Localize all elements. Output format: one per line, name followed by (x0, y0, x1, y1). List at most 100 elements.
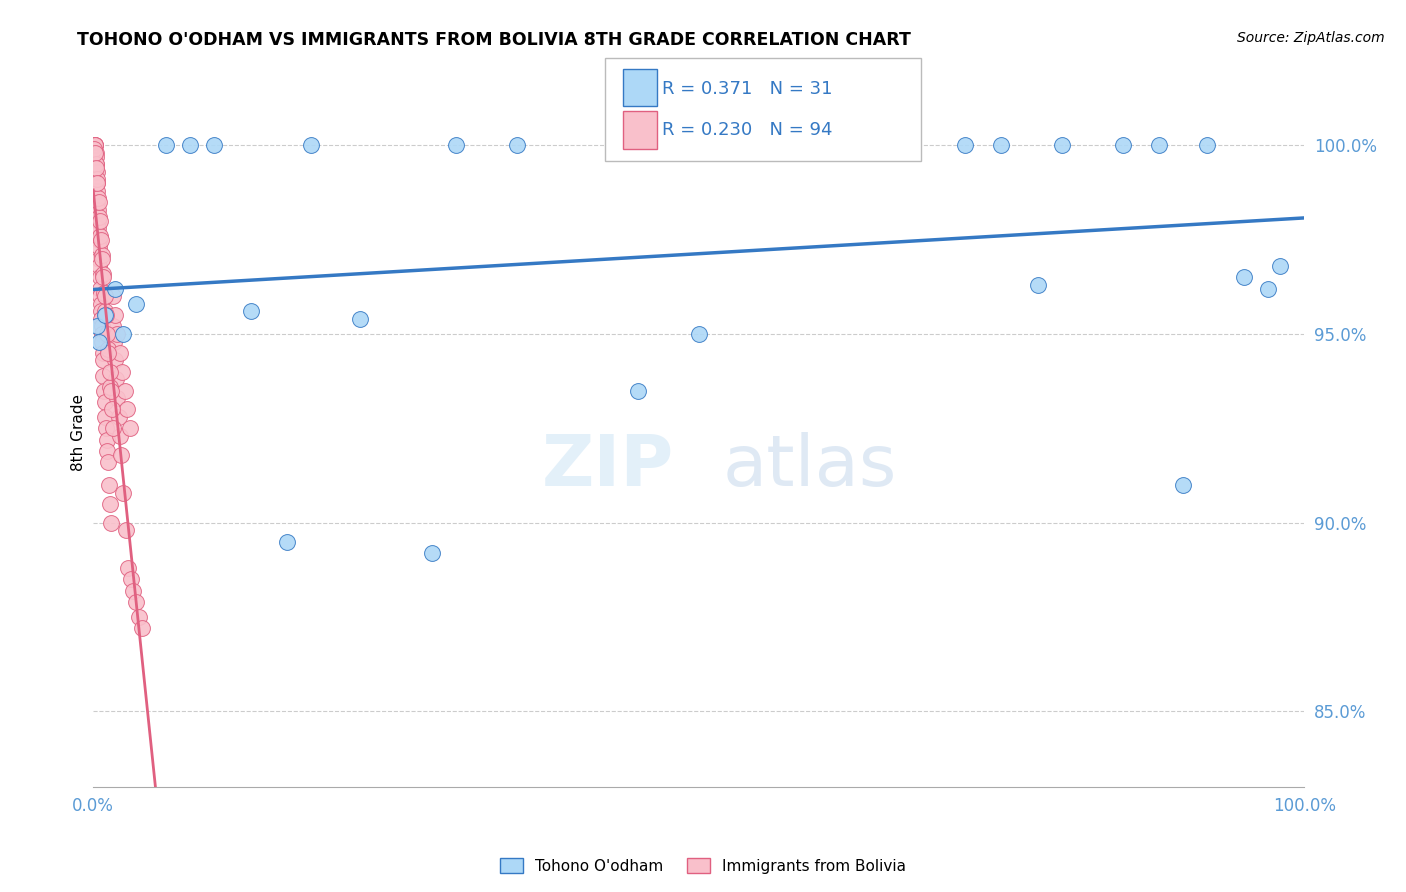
Point (96, 433, 118, 447)
Point (115, 523, 138, 537)
Point (101, 289, 124, 303)
Point (87, 221, 110, 235)
Point (94, 308, 117, 322)
Point (107, 326, 129, 341)
Point (90, 233, 112, 247)
Text: ZIP: ZIP (543, 432, 675, 500)
Point (91, 267, 114, 281)
Point (91, 334, 114, 349)
Point (155, 138, 177, 153)
Point (128, 610, 150, 624)
Point (1111, 138, 1133, 153)
Point (100, 384, 122, 398)
Point (276, 534, 298, 549)
Point (87, 194, 110, 209)
Point (1268, 259, 1291, 273)
Text: atlas: atlas (723, 432, 897, 500)
Point (179, 138, 201, 153)
Point (446, 138, 468, 153)
Point (101, 402, 124, 417)
Point (108, 346, 131, 360)
Point (202, 138, 225, 153)
Point (87, 191, 110, 205)
Point (89, 270, 111, 285)
Point (97, 478, 120, 492)
Text: TOHONO O'ODHAM VS IMMIGRANTS FROM BOLIVIA 8TH GRADE CORRELATION CHART: TOHONO O'ODHAM VS IMMIGRANTS FROM BOLIVI… (77, 31, 911, 49)
Point (86, 165, 108, 179)
Point (104, 282, 127, 296)
Point (84, 157, 107, 171)
Point (118, 421, 141, 435)
Point (84, 161, 107, 175)
Point (87, 233, 110, 247)
Point (349, 312, 371, 326)
Point (107, 410, 129, 425)
Point (91, 353, 114, 368)
Point (122, 583, 145, 598)
Point (89, 282, 111, 296)
Point (990, 138, 1012, 153)
Point (87, 202, 110, 217)
Point (97, 346, 120, 360)
Point (83, 138, 105, 153)
Point (96, 444, 118, 458)
Point (84, 138, 107, 153)
Point (101, 421, 124, 435)
Point (104, 353, 127, 368)
Point (120, 572, 142, 586)
Point (1147, 138, 1170, 153)
Point (94, 410, 117, 425)
Point (89, 252, 111, 266)
Point (1026, 277, 1049, 292)
Point (299, 138, 322, 153)
Text: R = 0.230   N = 94: R = 0.230 N = 94 (662, 121, 832, 139)
Point (91, 346, 114, 360)
Point (86, 176, 108, 190)
Point (869, 138, 891, 153)
Point (96, 326, 118, 341)
Text: R = 0.371   N = 31: R = 0.371 N = 31 (662, 79, 832, 97)
Point (104, 308, 127, 322)
Point (627, 384, 650, 398)
Point (89, 210, 111, 224)
Point (115, 402, 138, 417)
Point (84, 150, 107, 164)
Point (84, 145, 107, 160)
Point (86, 194, 108, 209)
Point (808, 138, 831, 153)
Point (97, 455, 120, 469)
Point (87, 240, 110, 254)
Y-axis label: 8th Grade: 8th Grade (72, 393, 86, 471)
Point (89, 228, 111, 243)
Point (94, 304, 117, 318)
Point (84, 157, 107, 171)
Point (98, 497, 121, 511)
Point (953, 138, 976, 153)
Point (94, 308, 117, 322)
Point (93, 289, 115, 303)
Point (90, 312, 112, 326)
Point (91, 252, 114, 266)
Point (108, 429, 131, 443)
Point (90, 319, 112, 334)
Point (86, 176, 108, 190)
Point (101, 319, 124, 334)
Point (93, 285, 115, 300)
Point (688, 326, 710, 341)
Point (93, 368, 115, 383)
Point (90, 326, 112, 341)
Point (90, 304, 112, 318)
Point (1197, 138, 1219, 153)
Point (86, 172, 108, 186)
Point (1050, 138, 1073, 153)
Point (506, 138, 529, 153)
Point (105, 372, 128, 386)
Point (117, 561, 139, 575)
Point (112, 485, 135, 500)
Point (124, 595, 146, 609)
Point (84, 138, 107, 153)
Point (98, 365, 121, 379)
Point (98, 380, 121, 394)
Point (100, 516, 122, 530)
Point (93, 270, 115, 285)
